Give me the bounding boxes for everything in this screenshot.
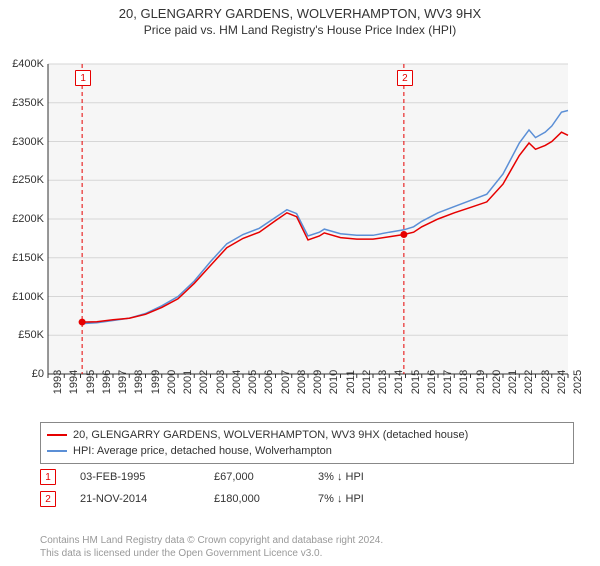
y-tick-label: £150K <box>12 252 44 264</box>
x-tick-label: 1997 <box>117 370 129 394</box>
x-tick-label: 2022 <box>523 370 535 394</box>
chart-area: £0 £50K £100K £150K £200K £250K £300K £350K £400… <box>0 54 600 414</box>
x-tick-label: 1999 <box>150 370 162 394</box>
footer-line: Contains HM Land Registry data © Crown c… <box>40 534 560 547</box>
footer-line: This data is licensed under the Open Gov… <box>40 547 560 560</box>
page-subtitle: Price paid vs. HM Land Registry's House … <box>0 23 600 37</box>
event-row: 1 03-FEB-1995 £67,000 3% ↓ HPI <box>40 466 560 488</box>
legend: 20, GLENGARRY GARDENS, WOLVERHAMPTON, WV… <box>40 422 574 464</box>
legend-item: HPI: Average price, detached house, Wolv… <box>47 443 567 459</box>
x-tick-label: 2010 <box>328 370 340 394</box>
event-price: £180,000 <box>214 493 294 505</box>
event-marker-icon: 2 <box>40 491 56 507</box>
y-tick-label: £50K <box>18 329 44 341</box>
event-date: 21-NOV-2014 <box>80 493 190 505</box>
x-tick-label: 2008 <box>296 370 308 394</box>
legend-swatch <box>47 434 67 436</box>
chart-svg <box>0 54 600 414</box>
y-tick-label: £350K <box>12 97 44 109</box>
x-tick-label: 2005 <box>247 370 259 394</box>
event-badge-icon: 1 <box>75 70 91 86</box>
legend-label: HPI: Average price, detached house, Wolv… <box>73 445 332 457</box>
event-marker-icon: 1 <box>40 469 56 485</box>
x-tick-label: 1998 <box>133 370 145 394</box>
x-tick-label: 2007 <box>280 370 292 394</box>
legend-item: 20, GLENGARRY GARDENS, WOLVERHAMPTON, WV… <box>47 427 567 443</box>
event-comparison: 3% ↓ HPI <box>318 471 364 483</box>
x-tick-label: 2006 <box>263 370 275 394</box>
y-tick-label: £200K <box>12 213 44 225</box>
x-tick-label: 2000 <box>166 370 178 394</box>
y-tick-label: £300K <box>12 136 44 148</box>
x-tick-label: 1996 <box>101 370 113 394</box>
x-tick-label: 2017 <box>442 370 454 394</box>
x-tick-label: 2014 <box>393 370 405 394</box>
legend-label: 20, GLENGARRY GARDENS, WOLVERHAMPTON, WV… <box>73 429 468 441</box>
x-tick-label: 2012 <box>361 370 373 394</box>
x-tick-label: 2019 <box>475 370 487 394</box>
event-comparison: 7% ↓ HPI <box>318 493 364 505</box>
x-tick-label: 2023 <box>540 370 552 394</box>
events-table: 1 03-FEB-1995 £67,000 3% ↓ HPI 2 21-NOV-… <box>40 466 560 510</box>
x-tick-label: 2020 <box>491 370 503 394</box>
page-title: 20, GLENGARRY GARDENS, WOLVERHAMPTON, WV… <box>0 6 600 21</box>
x-tick-label: 2003 <box>215 370 227 394</box>
x-tick-label: 2004 <box>231 370 243 394</box>
x-tick-label: 2001 <box>182 370 194 394</box>
y-tick-label: £400K <box>12 58 44 70</box>
x-tick-label: 1993 <box>52 370 64 394</box>
legend-swatch <box>47 450 67 452</box>
x-tick-label: 2011 <box>345 370 357 394</box>
x-tick-label: 2015 <box>410 370 422 394</box>
y-tick-label: £0 <box>32 368 44 380</box>
x-tick-label: 2016 <box>426 370 438 394</box>
x-tick-label: 2018 <box>458 370 470 394</box>
y-tick-label: £100K <box>12 291 44 303</box>
event-row: 2 21-NOV-2014 £180,000 7% ↓ HPI <box>40 488 560 510</box>
chart-container: 20, GLENGARRY GARDENS, WOLVERHAMPTON, WV… <box>0 6 600 566</box>
x-tick-label: 2013 <box>377 370 389 394</box>
event-price: £67,000 <box>214 471 294 483</box>
x-tick-label: 2025 <box>572 370 584 394</box>
x-tick-label: 1995 <box>85 370 97 394</box>
y-tick-label: £250K <box>12 174 44 186</box>
x-tick-label: 2002 <box>198 370 210 394</box>
x-tick-label: 1994 <box>68 370 80 394</box>
event-date: 03-FEB-1995 <box>80 471 190 483</box>
x-tick-label: 2024 <box>556 370 568 394</box>
event-badge-icon: 2 <box>397 70 413 86</box>
x-tick-label: 2021 <box>507 370 519 394</box>
footer: Contains HM Land Registry data © Crown c… <box>40 534 560 560</box>
x-tick-label: 2009 <box>312 370 324 394</box>
